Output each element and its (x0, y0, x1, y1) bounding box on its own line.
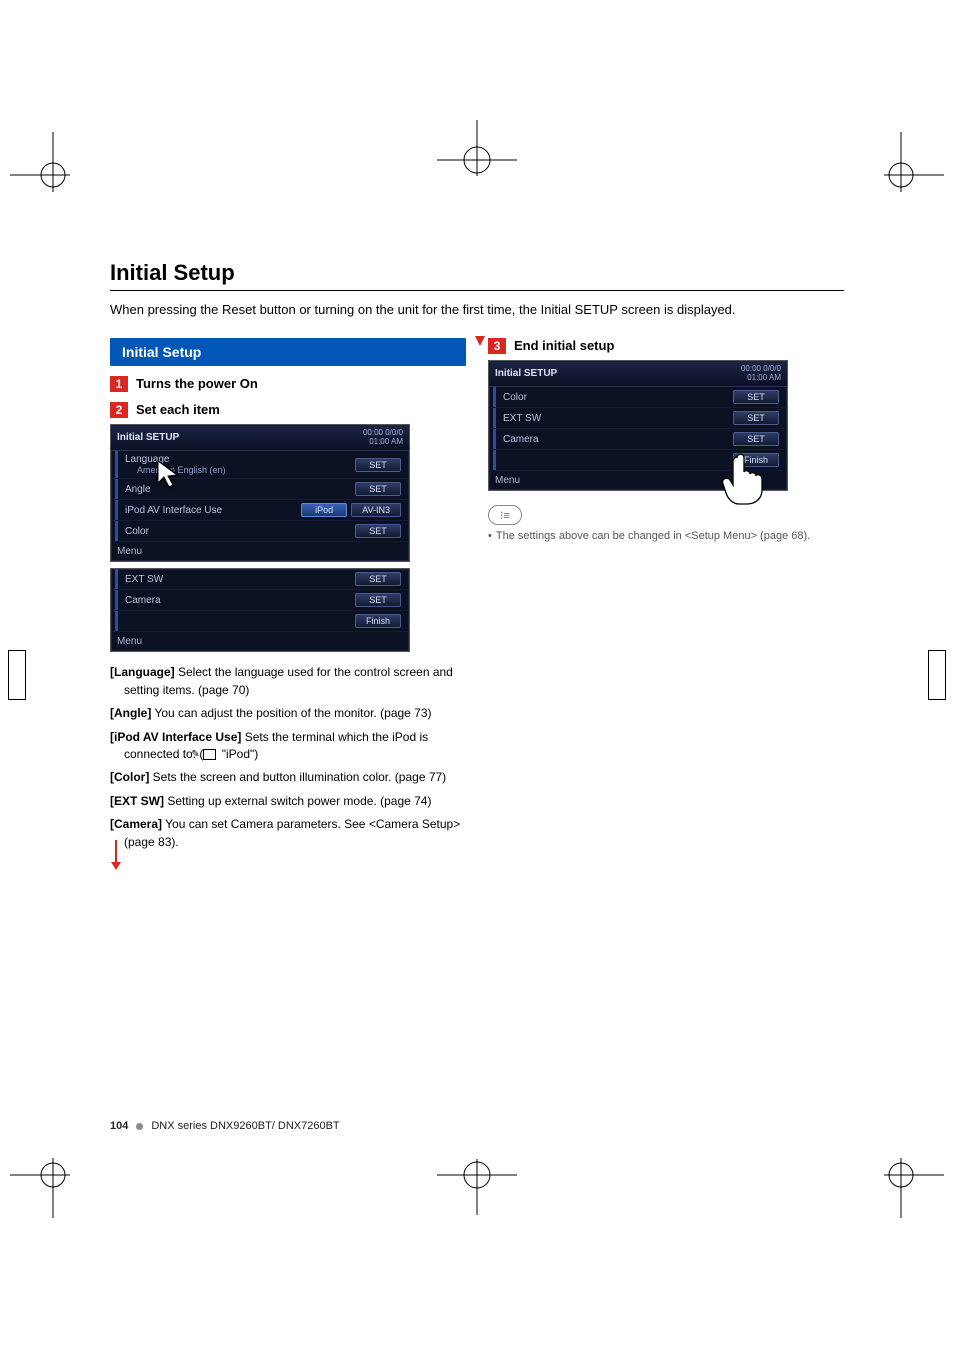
page-footer: 104 DNX series DNX9260BT/ DNX7260BT (110, 1120, 340, 1132)
screen-title: Initial SETUP (117, 432, 179, 443)
cursor-icon (155, 459, 185, 489)
screen-row-ipod: iPod AV Interface Use iPod AV-IN3 (111, 500, 409, 521)
device-screen-1b: EXT SW SET Camera SET Finish Menu (110, 568, 410, 652)
desc-ipod: [iPod AV Interface Use] Sets the termina… (110, 729, 466, 764)
product-line: DNX series DNX9260BT/ DNX7260BT (151, 1120, 339, 1132)
step-1: 1 Turns the power On (110, 376, 466, 392)
screen-row-color: Color SET (489, 387, 787, 408)
screen-row-color: Color SET (111, 521, 409, 542)
set-button[interactable]: SET (355, 482, 401, 496)
flow-arrow-down-icon (110, 840, 122, 875)
set-button[interactable]: SET (733, 411, 779, 425)
row-label: Angle (125, 484, 151, 495)
desc-angle: [Angle] You can adjust the position of t… (110, 705, 466, 722)
title-rule (110, 290, 844, 291)
preset-icon (203, 749, 216, 760)
set-button[interactable]: SET (355, 593, 401, 607)
screen-time: 00:00 0/0/001:00 AM (363, 429, 403, 447)
device-screen-2: Initial SETUP 00:00 0/0/001:00 AM Color … (488, 360, 788, 492)
set-button[interactable]: SET (733, 432, 779, 446)
content-area: Initial Setup When pressing the Reset bu… (110, 260, 844, 857)
step-number: 2 (110, 402, 128, 418)
row-label: EXT SW (125, 574, 163, 585)
step-2: 2 Set each item (110, 402, 466, 418)
step-number: 1 (110, 376, 128, 392)
flow-arrow-down-icon (474, 334, 844, 353)
page: Initial Setup When pressing the Reset bu… (0, 0, 954, 1350)
screen-titlebar: Initial SETUP 00:00 0/0/001:00 AM (111, 425, 409, 452)
page-number: 104 (110, 1120, 128, 1132)
description-list: [Language] Select the language used for … (110, 664, 466, 851)
tap-hand-icon (717, 446, 771, 506)
crop-mark (10, 132, 96, 218)
crop-mark-bottom (417, 1159, 537, 1220)
box-title: Initial Setup (110, 338, 466, 366)
screen-row-finish: Finish (111, 611, 409, 632)
set-button[interactable]: SET (733, 390, 779, 404)
crop-mark (858, 132, 944, 218)
device-screen-1a: Initial SETUP 00:00 0/0/001:00 AM Langua… (110, 424, 410, 563)
desc-camera: [Camera] You can set Camera parameters. … (110, 816, 466, 851)
crop-mark (10, 1132, 96, 1218)
screen-row-camera: Camera SET (111, 590, 409, 611)
crop-mark (858, 1132, 944, 1218)
desc-extsw: [EXT SW] Setting up external switch powe… (110, 793, 466, 810)
crop-box-right (928, 650, 946, 700)
set-button[interactable]: SET (355, 572, 401, 586)
screen-title: Initial SETUP (495, 368, 557, 379)
set-button[interactable]: SET (355, 458, 401, 472)
avin3-button[interactable]: AV-IN3 (351, 503, 401, 517)
crop-mark-top (417, 120, 537, 181)
set-button[interactable]: SET (355, 524, 401, 538)
screen-row-extsw: EXT SW SET (489, 408, 787, 429)
note-icon: ⁝≡ (488, 505, 522, 525)
menu-label: Menu (117, 546, 142, 557)
left-column: Initial Setup 1 Turns the power On 2 Set… (110, 338, 466, 857)
section-title: Initial Setup (110, 260, 844, 286)
ipod-button[interactable]: iPod (301, 503, 347, 517)
crop-box-left (8, 650, 26, 700)
step-text: Turns the power On (136, 376, 258, 391)
row-label: Camera (125, 595, 161, 606)
screen-titlebar: Initial SETUP 00:00 0/0/001:00 AM (489, 361, 787, 388)
step-text: Set each item (136, 402, 220, 417)
screen-time: 00:00 0/0/001:00 AM (741, 365, 781, 383)
finish-button[interactable]: Finish (355, 614, 401, 628)
right-column: 3 End initial setup Initial SETUP 00:00 … (488, 338, 844, 857)
menu-label: Menu (495, 475, 520, 486)
row-label: EXT SW (503, 413, 541, 424)
row-label: iPod AV Interface Use (125, 505, 222, 516)
footer-bullet-icon (136, 1123, 143, 1130)
screen-row-extsw: EXT SW SET (111, 569, 409, 590)
row-label: Color (503, 392, 527, 403)
columns: Initial Setup 1 Turns the power On 2 Set… (110, 338, 844, 857)
desc-color: [Color] Sets the screen and button illum… (110, 769, 466, 786)
intro-text: When pressing the Reset button or turnin… (110, 301, 750, 320)
menu-label: Menu (117, 636, 142, 647)
desc-language: [Language] Select the language used for … (110, 664, 466, 699)
note-text: •The settings above can be changed in <S… (488, 529, 844, 544)
row-label: Color (125, 526, 149, 537)
row-label: Camera (503, 434, 539, 445)
